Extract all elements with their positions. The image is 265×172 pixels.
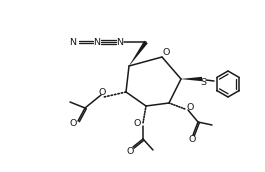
Text: O: O: [98, 88, 106, 96]
Polygon shape: [129, 41, 148, 66]
Text: O: O: [133, 119, 141, 127]
Text: O: O: [162, 47, 170, 56]
Text: N: N: [94, 37, 100, 46]
Text: O: O: [188, 136, 196, 144]
Text: O: O: [69, 119, 77, 127]
Text: O: O: [186, 103, 194, 111]
Text: O: O: [126, 148, 134, 157]
Polygon shape: [181, 77, 202, 81]
Text: N: N: [69, 37, 77, 46]
Text: S: S: [200, 78, 206, 87]
Text: N: N: [117, 37, 123, 46]
